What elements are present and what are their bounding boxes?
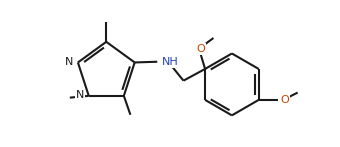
Text: O: O	[280, 95, 289, 105]
Text: N: N	[75, 90, 84, 100]
Text: NH: NH	[163, 57, 179, 67]
Text: O: O	[196, 44, 205, 54]
Text: N: N	[65, 57, 73, 67]
